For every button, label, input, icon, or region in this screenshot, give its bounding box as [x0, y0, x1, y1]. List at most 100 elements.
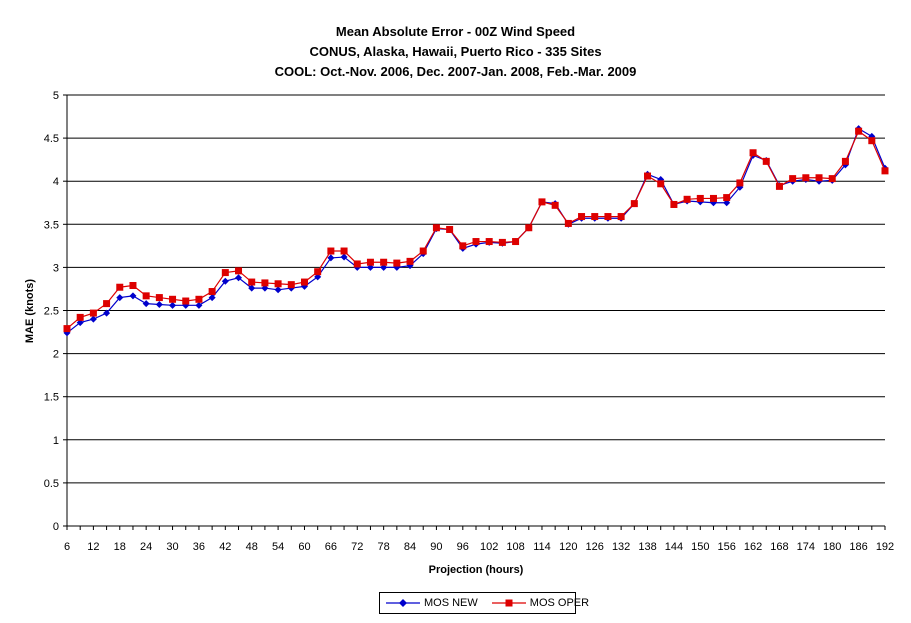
series-mos-new	[63, 125, 889, 337]
data-point	[76, 313, 84, 321]
legend-item-mos-oper: MOS OPER	[491, 597, 590, 609]
legend-label-mos-oper: MOS OPER	[529, 597, 590, 609]
x-tick-label: 48	[246, 541, 258, 553]
data-point	[169, 295, 177, 303]
data-point	[221, 277, 229, 285]
x-tick-label: 12	[87, 541, 99, 553]
x-tick-labels: 6 12 18 24 30 36 42 48 54 60 66 72 78 84 90 96 102 108 114…	[64, 541, 894, 553]
x-tick-label: 186	[849, 541, 867, 553]
data-point	[564, 219, 572, 227]
x-tick-label: 96	[457, 541, 469, 553]
data-point	[406, 257, 414, 265]
data-point	[644, 172, 652, 180]
x-tick-label: 174	[797, 541, 815, 553]
data-point	[155, 294, 163, 302]
data-point	[591, 213, 599, 221]
data-point	[762, 157, 770, 165]
y-tick-labels: 0 0.5 1 1.5 2 2.5 3 3.5 4 4.5 5	[44, 90, 59, 533]
y-tick-label: 0.5	[44, 478, 59, 490]
data-point	[683, 195, 691, 203]
data-point	[538, 198, 546, 206]
y-axis-label: MAE (knots)	[24, 279, 36, 344]
data-point	[63, 325, 71, 333]
data-point	[736, 179, 744, 187]
data-point	[116, 294, 124, 302]
data-point	[696, 194, 704, 202]
data-point	[327, 247, 335, 255]
x-axis-label: Projection (hours)	[429, 564, 524, 576]
legend-swatch-mos-new	[386, 599, 420, 607]
legend: MOS NEW MOS OPER	[379, 592, 589, 614]
x-tick-label: 54	[272, 541, 284, 553]
gridlines	[67, 94, 885, 484]
x-tick-label: 132	[612, 541, 630, 553]
x-tick-label: 120	[559, 541, 577, 553]
data-point	[89, 309, 97, 317]
data-point	[868, 137, 876, 145]
x-tick-label: 78	[378, 541, 390, 553]
x-tick-label: 60	[298, 541, 310, 553]
data-point	[789, 175, 797, 183]
data-point	[116, 283, 124, 291]
data-point	[248, 284, 256, 292]
data-point	[327, 254, 335, 262]
y-tick-label: 4.5	[44, 133, 59, 145]
data-point	[195, 301, 203, 309]
x-tick-label: 150	[691, 541, 709, 553]
y-tick-label: 1	[53, 435, 59, 447]
y-tick-label: 2	[53, 349, 59, 361]
data-point	[261, 279, 269, 287]
data-point	[274, 286, 282, 294]
data-point	[340, 247, 348, 255]
data-point	[802, 174, 810, 182]
x-tick-label: 90	[430, 541, 442, 553]
data-point	[155, 300, 163, 308]
data-point	[353, 260, 361, 268]
data-point	[208, 288, 216, 296]
data-point	[525, 224, 533, 232]
data-point	[142, 292, 150, 300]
data-point	[723, 194, 731, 202]
y-tick-label: 3	[53, 262, 59, 274]
axes	[63, 94, 886, 530]
chart-subtitle-1: CONUS, Alaska, Hawaii, Puerto Rico - 335…	[309, 44, 602, 59]
x-tick-label: 162	[744, 541, 762, 553]
data-point	[169, 301, 177, 309]
data-point	[617, 213, 625, 221]
data-point	[815, 174, 823, 182]
x-tick-label: 36	[193, 541, 205, 553]
data-point	[551, 201, 559, 209]
data-point	[419, 247, 427, 255]
data-point	[380, 258, 388, 266]
chart-subtitle-2: COOL: Oct.-Nov. 2006, Dec. 2007-Jan. 200…	[274, 64, 637, 79]
data-point	[432, 224, 440, 232]
x-tick-label: 138	[638, 541, 656, 553]
y-tick-label: 4	[53, 176, 59, 188]
x-tick-label: 144	[665, 541, 683, 553]
data-point	[512, 238, 520, 246]
x-tick-label: 6	[64, 541, 70, 553]
data-point	[103, 309, 111, 317]
x-tick-label: 114	[533, 541, 551, 553]
x-tick-label: 18	[114, 541, 126, 553]
data-point	[340, 253, 348, 261]
x-tick-label: 102	[480, 541, 498, 553]
chart-title: Mean Absolute Error - 00Z Wind Speed	[335, 24, 576, 39]
data-point	[314, 268, 322, 276]
y-tick-label: 0	[53, 521, 59, 533]
data-point	[841, 157, 849, 165]
data-point	[472, 238, 480, 246]
data-point	[142, 300, 150, 308]
data-point	[89, 315, 97, 323]
legend-label-mos-new: MOS NEW	[424, 597, 478, 609]
data-point	[604, 213, 612, 221]
data-point	[459, 242, 467, 250]
legend-swatch-mos-oper	[491, 599, 526, 607]
x-tick-label: 108	[506, 541, 524, 553]
data-point	[881, 167, 889, 175]
data-point	[208, 294, 216, 302]
x-tick-label: 126	[586, 541, 604, 553]
series-group	[63, 125, 889, 337]
line-chart: 00.511.522.533.544.55 6 12 18 24 30 36 42 48 54 6…	[24, 90, 894, 576]
x-tick-label: 156	[717, 541, 735, 553]
